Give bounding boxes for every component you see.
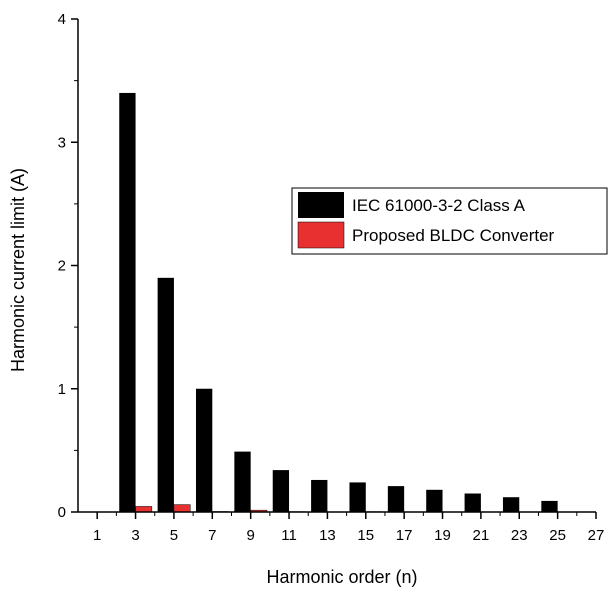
y-tick-label: 2	[58, 258, 66, 275]
bar-iec-23	[502, 497, 520, 512]
x-tick-label: 5	[170, 527, 178, 544]
bar-bldc-5	[173, 504, 191, 513]
legend-label-iec: IEC 61000-3-2 Class A	[352, 196, 526, 215]
axes-group	[77, 19, 596, 513]
x-tick-label: 27	[588, 527, 605, 544]
bar-bldc-3	[135, 506, 153, 513]
x-tick-label: 13	[319, 527, 336, 544]
bar-iec-3	[119, 92, 136, 512]
y-ticks-group: 0 1 2 3 4	[58, 11, 78, 521]
x-tick-label: 23	[511, 527, 528, 544]
legend: IEC 61000-3-2 Class A Proposed BLDC Conve…	[291, 187, 608, 255]
legend-label-bldc: Proposed BLDC Converter	[352, 226, 555, 245]
y-tick-label: 3	[58, 134, 66, 151]
legend-swatch-iec	[298, 192, 344, 218]
bar-iec-19	[426, 489, 443, 512]
x-axis-title: Harmonic order (n)	[266, 567, 417, 587]
bar-iec-5	[157, 277, 174, 512]
bars-group	[119, 92, 575, 513]
x-tick-label: 25	[549, 527, 566, 544]
bar-iec-13	[311, 479, 328, 512]
legend-box	[291, 187, 608, 255]
bar-iec-9	[234, 451, 251, 512]
x-ticks-group: 1 3 5 7 9 11 13 15 17 19 21 23 25 27	[93, 512, 604, 544]
x-tick-label: 9	[246, 527, 254, 544]
x-tick-label: 7	[208, 527, 216, 544]
bar-iec-11	[272, 470, 290, 512]
y-axis-title: Harmonic current limit (A)	[8, 168, 28, 372]
bar-iec-25	[541, 500, 558, 512]
x-tick-label: 19	[434, 527, 451, 544]
x-tick-label: 3	[131, 527, 139, 544]
bar-iec-21	[464, 493, 481, 512]
x-tick-label: 21	[473, 527, 490, 544]
x-tick-label: 1	[93, 527, 101, 544]
x-tick-label: 11	[281, 527, 297, 544]
x-tick-label: 17	[396, 527, 413, 544]
bar-iec-7	[195, 388, 213, 512]
bar-iec-15	[349, 482, 366, 512]
y-tick-label: 0	[58, 504, 66, 521]
bar-iec-17	[387, 486, 405, 512]
y-tick-label: 1	[58, 381, 66, 398]
legend-swatch-bldc	[297, 221, 345, 249]
x-tick-label: 15	[357, 527, 374, 544]
y-tick-label: 4	[58, 11, 66, 28]
